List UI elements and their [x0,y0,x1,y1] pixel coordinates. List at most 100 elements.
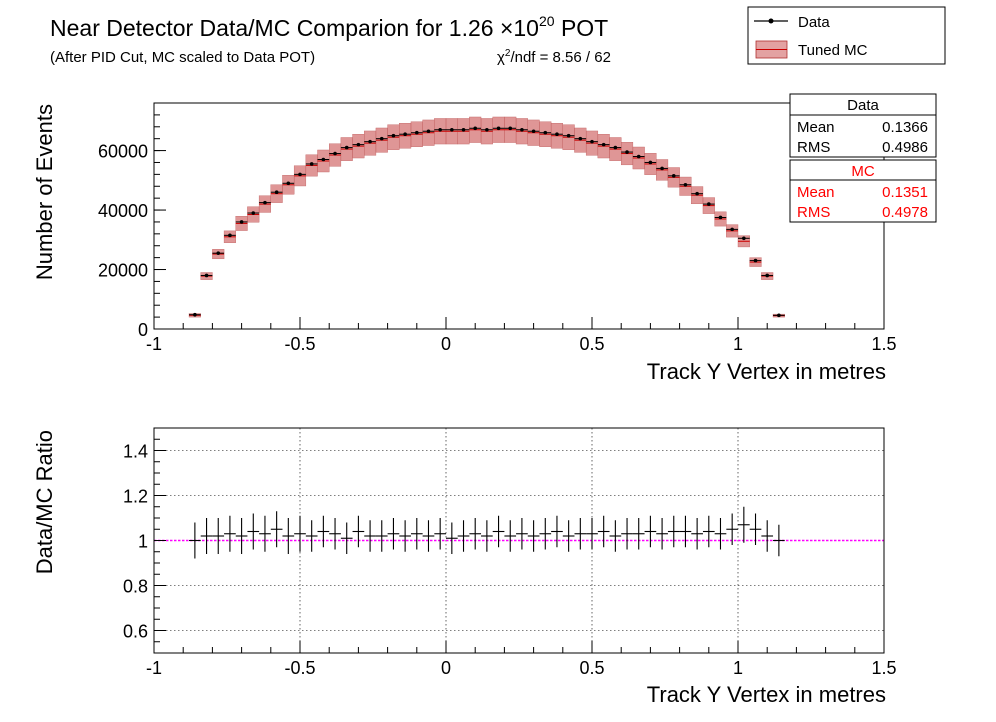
data-point [730,227,734,232]
data-points [189,126,785,318]
legend: Data Tuned MC [747,6,946,65]
data-point [333,151,337,156]
data-point [286,181,291,186]
top-x-tick-label: -0.5 [284,334,315,354]
top-y-tick-label: 40000 [98,201,148,221]
data-point [263,200,267,205]
top-x-tick-label: -1 [146,334,162,354]
bottom-x-axis-label: Track Y Vertex in metres [647,682,886,707]
data-point [274,190,279,195]
data-point [239,220,244,224]
data-point [368,139,372,144]
bottom-x-tick-label: -1 [146,658,162,678]
data-point [555,132,559,137]
data-point [753,258,758,263]
top-y-tick-label: 20000 [98,261,148,281]
data-point [671,174,676,178]
data-point [216,251,221,255]
data-point [531,129,536,134]
data-point [543,130,548,135]
chart-subtitle: (After PID Cut, MC scaled to Data POT) [50,49,315,66]
data-point [485,127,489,132]
bottom-axes: -1 -0.5 0 0.5 1 1.5 0.6 0.8 1 1.2 1.4 [123,427,897,678]
data-point [403,132,407,137]
bottom-y-tick-label: 0.6 [123,622,148,642]
legend-item-data: Data [798,14,830,31]
data-point [415,130,419,135]
data-point [204,273,209,278]
data-point [520,127,524,132]
stats-box-data: Data Mean 0.1366 RMS 0.4986 [789,93,937,158]
mc-central-line [189,129,785,317]
data-point [461,127,466,132]
data-point [636,154,641,159]
data-point [298,172,302,177]
bottom-y-tick-label: 1 [138,532,148,552]
data-point [438,127,442,132]
data-point [344,145,349,150]
bottom-y-axis-label: Data/MC Ratio [32,430,57,574]
bottom-x-tick-label: -0.5 [284,658,315,678]
chart-title: Near Detector Data/MC Comparion for 1.26… [50,13,608,41]
data-point [578,136,583,141]
data-point [601,142,606,147]
data-point [496,126,501,131]
stats-data-rms-value: 0.4986 [882,139,928,156]
stats-mc-title: MC [851,163,874,180]
data-point [613,145,618,150]
data-point [193,312,197,317]
stats-mc-mean-value: 0.1351 [882,184,928,201]
data-point [742,236,746,241]
data-point [391,133,396,138]
top-y-tick-label: 0 [138,320,148,340]
chi2-label: χ2/ndf = 8.56 / 62 [497,48,611,66]
stats-mc-rms-label: RMS [797,204,830,221]
bottom-y-tick-label: 1.4 [123,442,148,462]
data-point [473,126,478,131]
data-point [590,139,594,144]
data-point [321,157,326,162]
data-point [450,127,454,132]
top-x-tick-label: 0.5 [579,334,604,354]
bottom-x-tick-label: 0.5 [579,658,604,678]
data-point [508,126,513,131]
stats-box-mc: MC Mean 0.1351 RMS 0.4978 [789,159,937,223]
data-point [228,233,232,238]
data-point [718,215,723,220]
data-point [695,191,699,196]
stats-data-mean-value: 0.1366 [882,119,928,136]
legend-data-marker [768,18,774,24]
top-x-tick-label: 0 [441,334,451,354]
data-point [566,133,571,138]
bottom-y-tick-label: 1.2 [123,487,148,507]
bottom-x-tick-label: 0 [441,658,451,678]
ratio-points [189,506,785,559]
top-x-tick-label: 1.5 [871,334,896,354]
data-point [379,136,384,141]
mc-error-band [188,116,785,318]
data-point [707,202,711,206]
legend-item-mc: Tuned MC [798,42,868,59]
data-point [625,150,629,154]
data-point [309,162,314,166]
stats-data-mean-label: Mean [797,119,835,136]
top-y-tick-label: 60000 [98,142,148,162]
stats-mc-mean-label: Mean [797,184,835,201]
stats-data-rms-label: RMS [797,139,830,156]
bottom-x-tick-label: 1 [733,658,743,678]
bottom-panel: -1 -0.5 0 0.5 1 1.5 0.6 0.8 1 1.2 1.4 Track Y Vert… [32,427,897,707]
data-point [777,313,781,318]
data-point [251,211,256,215]
data-point [683,182,688,187]
data-point [356,142,361,147]
bottom-x-tick-label: 1.5 [871,658,896,678]
data-point [648,160,653,165]
data-point [660,166,664,171]
top-x-tick-label: 1 [733,334,743,354]
stats-mc-rms-value: 0.4978 [882,204,928,221]
data-point [426,129,431,134]
bottom-y-tick-label: 0.8 [123,577,148,597]
stats-data-title: Data [847,97,879,114]
top-y-axis-label: Number of Events [32,104,57,280]
